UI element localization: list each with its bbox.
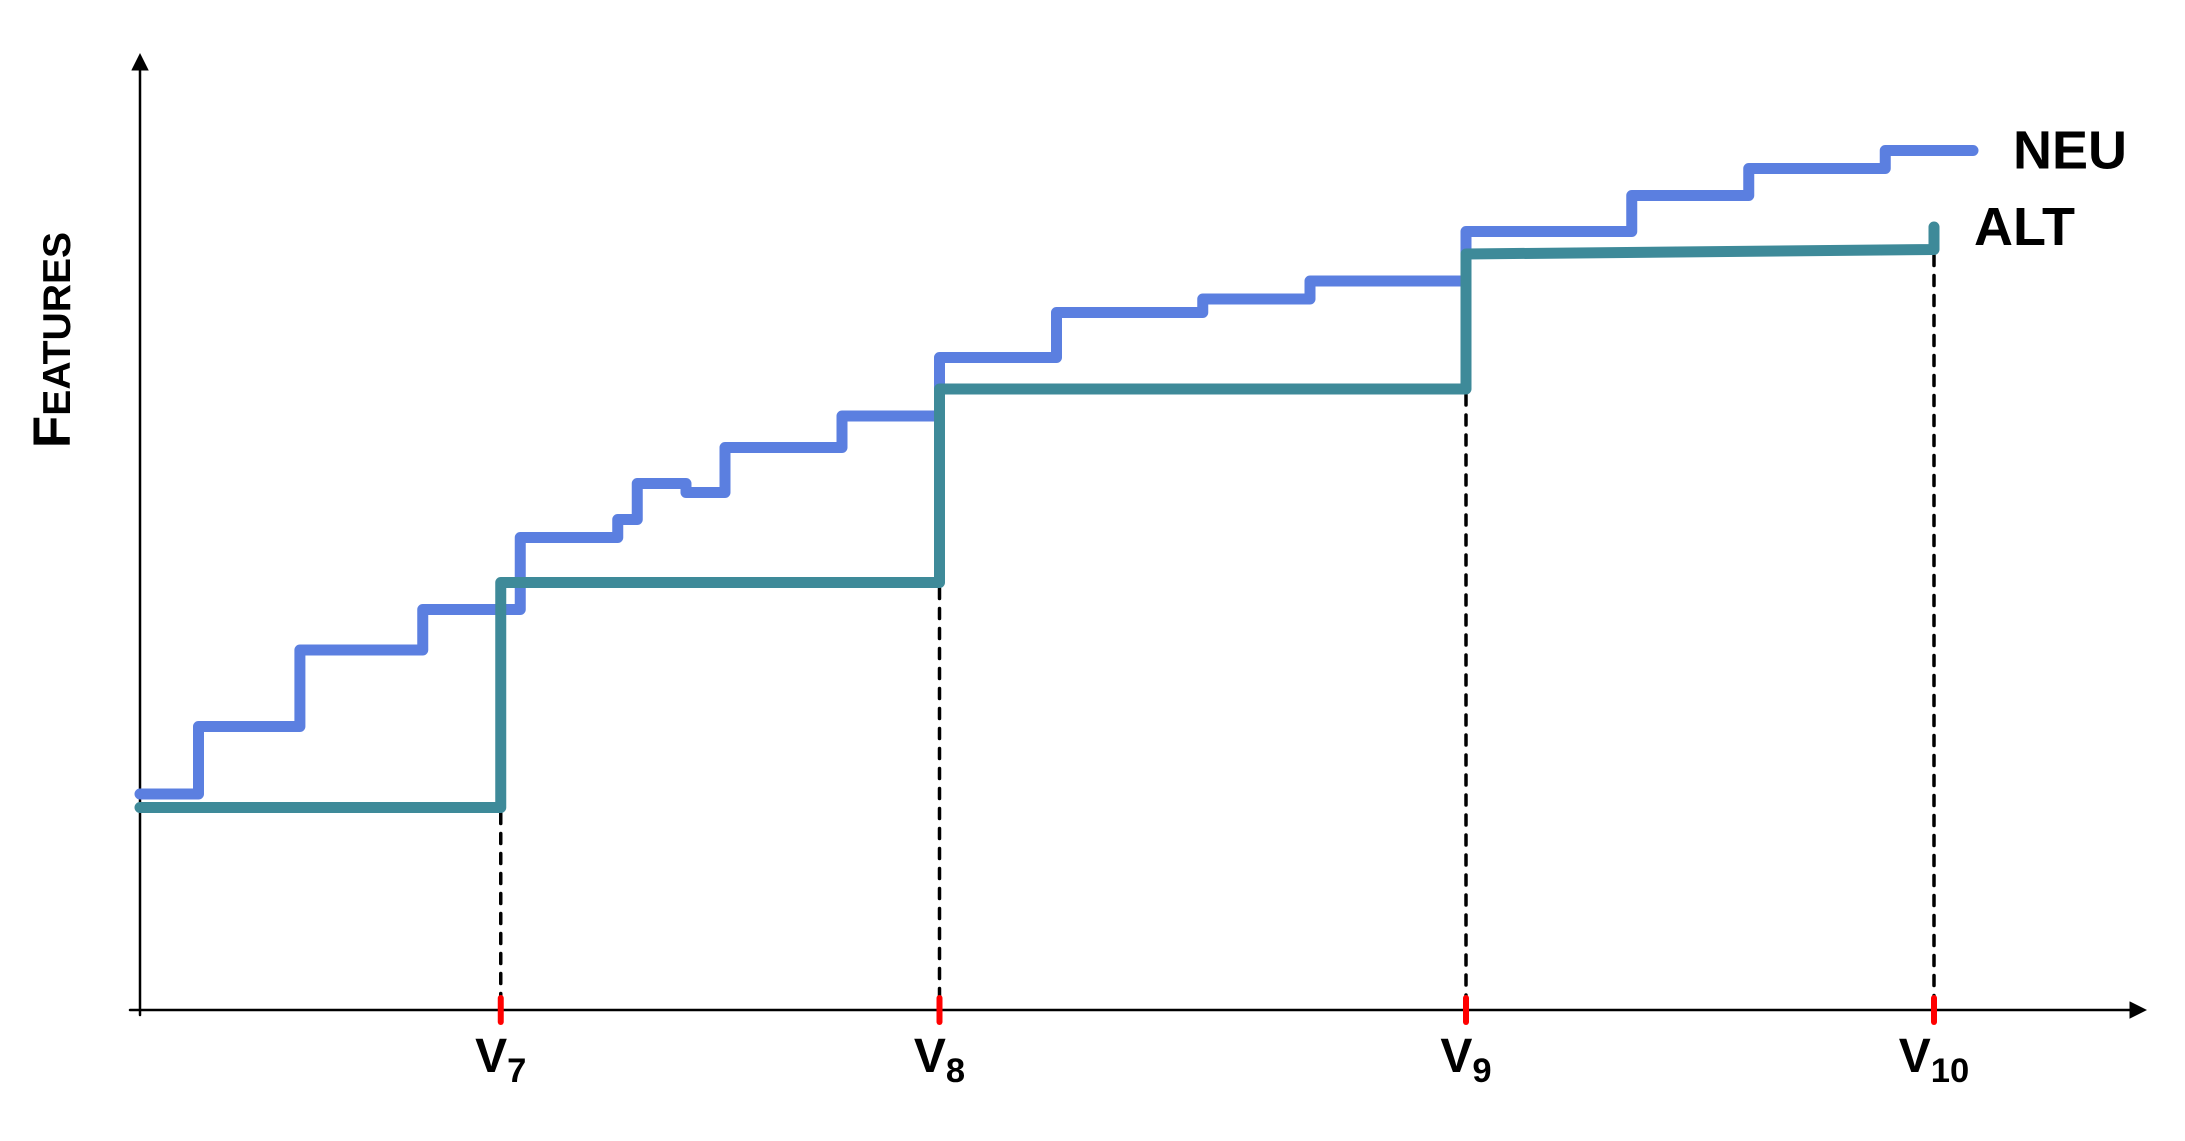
chart-svg: FEATURES V7 V8 V9 V10 NEU ALT	[0, 0, 2185, 1141]
series-label-alt: ALT	[1974, 197, 2075, 257]
x-tick-label: V10	[1899, 1030, 1969, 1090]
x-tick-label: V7	[475, 1030, 526, 1090]
series-alt	[140, 227, 1934, 808]
y-axis-title: FEATURES	[23, 232, 82, 448]
x-tick-label: V9	[1440, 1030, 1491, 1090]
series-label-neu: NEU	[2013, 121, 2127, 181]
x-tick-label: V8	[914, 1030, 965, 1090]
step-chart: FEATURES V7 V8 V9 V10 NEU ALT	[0, 0, 2185, 1141]
